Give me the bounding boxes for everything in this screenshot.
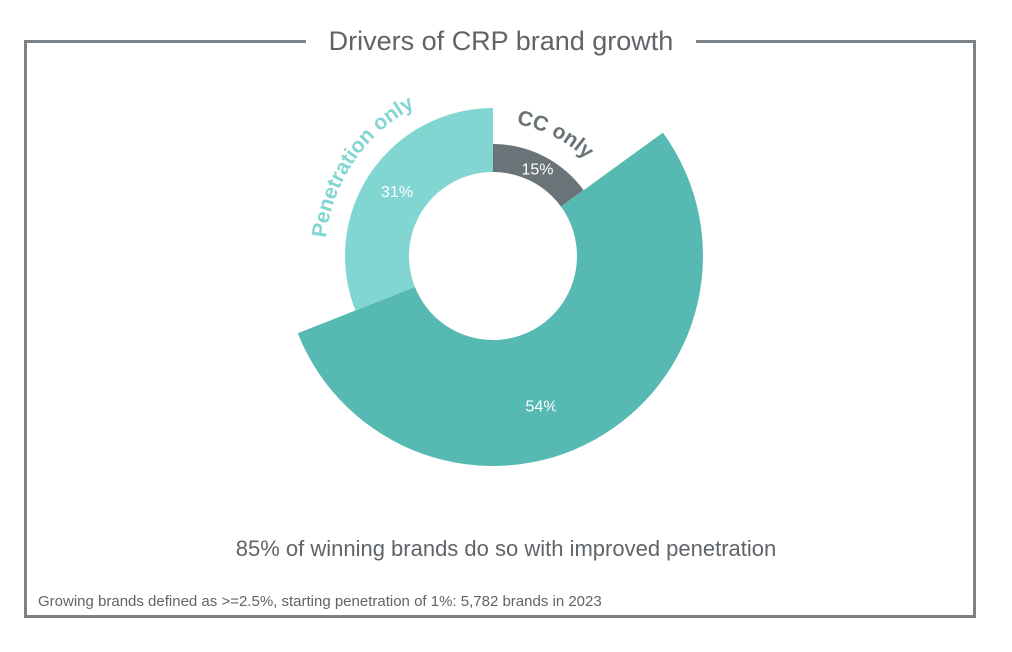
slice-penetration-only [345, 107, 493, 311]
value-label-penetration-only: 31% [381, 184, 413, 201]
title-backdrop [306, 22, 696, 60]
chart-footnote: Growing brands defined as >=2.5%, starti… [38, 593, 602, 610]
chart-title: Drivers of CRP brand growth [328, 26, 674, 56]
slice-penetration-and-cc [297, 132, 703, 467]
value-label-cc-only: 15% [521, 162, 553, 179]
slice-cc-only [493, 144, 584, 207]
chart-subtitle: 85% of winning brands do so with improve… [235, 536, 777, 561]
value-label-penetration-and-cc: 54% [526, 398, 558, 415]
